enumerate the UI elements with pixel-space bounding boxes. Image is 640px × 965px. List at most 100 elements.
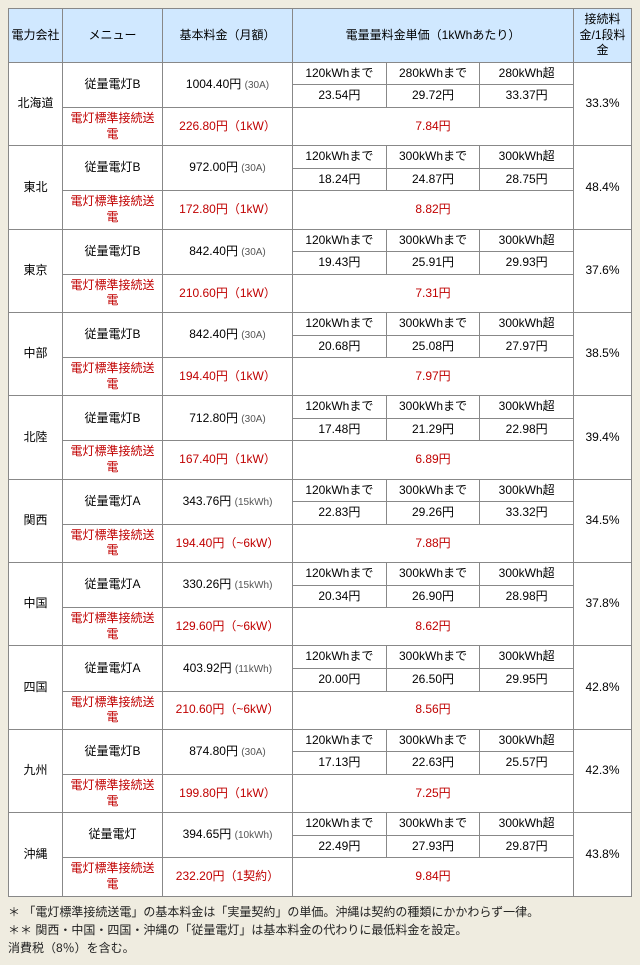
tier: 120kWhまで [293, 646, 387, 669]
ratio-cell: 42.3% [574, 729, 632, 812]
tier: 280kWh超 [480, 62, 574, 85]
th-ratio: 接続料金/1段料金 [574, 9, 632, 63]
company-cell: 四国 [9, 646, 63, 729]
unit-b: 7.25円 [293, 774, 574, 812]
menu-a: 従量電灯B [63, 229, 163, 274]
tier: 120kWhまで [293, 563, 387, 586]
tier: 120kWhまで [293, 146, 387, 169]
tier: 300kWh超 [480, 646, 574, 669]
menu-a: 従量電灯B [63, 312, 163, 357]
menu-a: 従量電灯A [63, 646, 163, 691]
price: 24.87円 [386, 168, 480, 191]
tier: 300kWhまで [386, 146, 480, 169]
menu-a: 従量電灯B [63, 146, 163, 191]
ratio-cell: 37.8% [574, 563, 632, 646]
basic-b: 167.40円（1kW） [163, 441, 293, 479]
price: 25.08円 [386, 335, 480, 358]
menu-a: 従量電灯 [63, 813, 163, 858]
unit-b: 7.97円 [293, 358, 574, 396]
basic-b: 194.40円（1kW） [163, 358, 293, 396]
menu-a: 従量電灯B [63, 62, 163, 107]
price: 18.24円 [293, 168, 387, 191]
menu-a: 従量電灯B [63, 729, 163, 774]
price: 33.32円 [480, 502, 574, 525]
menu-b: 電灯標準接続送電 [63, 691, 163, 729]
company-cell: 北海道 [9, 62, 63, 145]
th-basic: 基本料金（月額） [163, 9, 293, 63]
basic-a: 1004.40円 (30A) [163, 62, 293, 107]
basic-b: 210.60円（1kW） [163, 274, 293, 312]
tier: 120kWhまで [293, 229, 387, 252]
tier: 120kWhまで [293, 312, 387, 335]
unit-b: 9.84円 [293, 858, 574, 896]
price: 22.49円 [293, 835, 387, 858]
menu-b: 電灯標準接続送電 [63, 107, 163, 145]
basic-a: 972.00円 (30A) [163, 146, 293, 191]
price: 20.00円 [293, 669, 387, 692]
basic-b: 226.80円（1kW） [163, 107, 293, 145]
company-cell: 関西 [9, 479, 63, 562]
footnote: ＊ 「電灯標準接続送電」の基本料金は「実量契約」の単価。沖縄は契約の種類にかかわ… [8, 903, 632, 921]
tier: 120kWhまで [293, 396, 387, 419]
ratio-cell: 48.4% [574, 146, 632, 229]
price: 33.37円 [480, 85, 574, 108]
menu-b: 電灯標準接続送電 [63, 358, 163, 396]
menu-b: 電灯標準接続送電 [63, 274, 163, 312]
basic-b: 172.80円（1kW） [163, 191, 293, 229]
unit-b: 7.88円 [293, 524, 574, 562]
tier: 300kWh超 [480, 729, 574, 752]
ratio-cell: 34.5% [574, 479, 632, 562]
tier: 120kWhまで [293, 62, 387, 85]
basic-a: 343.76円 (15kWh) [163, 479, 293, 524]
tier: 120kWhまで [293, 813, 387, 836]
menu-a: 従量電灯A [63, 479, 163, 524]
price: 29.26円 [386, 502, 480, 525]
ratio-cell: 37.6% [574, 229, 632, 312]
tier: 300kWhまで [386, 229, 480, 252]
price: 25.91円 [386, 252, 480, 275]
tier: 300kWhまで [386, 396, 480, 419]
menu-b: 電灯標準接続送電 [63, 441, 163, 479]
price-table: 電力会社 メニュー 基本料金（月額） 電量量料金単価（1kWhあたり） 接続料金… [8, 8, 632, 897]
tier: 300kWh超 [480, 312, 574, 335]
tier: 300kWhまで [386, 646, 480, 669]
company-cell: 中部 [9, 312, 63, 395]
tier: 300kWhまで [386, 312, 480, 335]
unit-b: 7.84円 [293, 107, 574, 145]
company-cell: 中国 [9, 563, 63, 646]
th-company: 電力会社 [9, 9, 63, 63]
basic-b: 232.20円（1契約） [163, 858, 293, 896]
company-cell: 東京 [9, 229, 63, 312]
price: 26.50円 [386, 669, 480, 692]
tier: 300kWh超 [480, 479, 574, 502]
price: 22.63円 [386, 752, 480, 775]
price: 29.72円 [386, 85, 480, 108]
tier: 300kWh超 [480, 563, 574, 586]
menu-b: 電灯標準接続送電 [63, 608, 163, 646]
price: 21.29円 [386, 418, 480, 441]
unit-b: 8.62円 [293, 608, 574, 646]
price: 22.83円 [293, 502, 387, 525]
ratio-cell: 38.5% [574, 312, 632, 395]
footnote: ＊＊ 関西・中国・四国・沖縄の「従量電灯」は基本料金の代わりに最低料金を設定。 [8, 921, 632, 939]
basic-a: 394.65円 (10kWh) [163, 813, 293, 858]
price: 26.90円 [386, 585, 480, 608]
price: 29.93円 [480, 252, 574, 275]
menu-a: 従量電灯B [63, 396, 163, 441]
ratio-cell: 43.8% [574, 813, 632, 896]
tier: 300kWh超 [480, 229, 574, 252]
unit-b: 8.82円 [293, 191, 574, 229]
ratio-cell: 39.4% [574, 396, 632, 479]
price: 20.68円 [293, 335, 387, 358]
basic-a: 403.92円 (11kWh) [163, 646, 293, 691]
price: 29.95円 [480, 669, 574, 692]
tier: 300kWh超 [480, 813, 574, 836]
menu-b: 電灯標準接続送電 [63, 858, 163, 896]
company-cell: 東北 [9, 146, 63, 229]
price: 19.43円 [293, 252, 387, 275]
basic-a: 330.26円 (15kWh) [163, 563, 293, 608]
price: 23.54円 [293, 85, 387, 108]
price: 28.98円 [480, 585, 574, 608]
price: 17.48円 [293, 418, 387, 441]
tier: 300kWh超 [480, 146, 574, 169]
